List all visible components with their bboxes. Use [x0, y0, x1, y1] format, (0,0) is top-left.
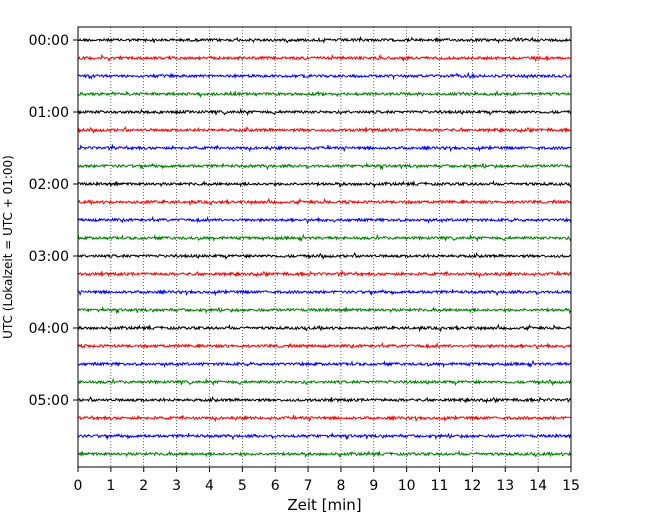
plot-area: [78, 27, 571, 467]
x-tick-label: 8: [336, 478, 345, 494]
x-axis-ticks: 0 1 2 3 4 5 6 7 8 9 10 11 12 13 14 15: [74, 467, 580, 494]
x-tick-label: 14: [529, 478, 547, 494]
plot-frame: [77, 26, 572, 468]
y-tick-label: 00:00: [29, 33, 69, 49]
trace-line: [77, 359, 572, 369]
trace-line: [77, 90, 572, 99]
x-tick-label: 1: [106, 478, 115, 494]
x-tick-label: 0: [74, 478, 83, 494]
x-tick-label: 2: [139, 478, 148, 494]
trace-line: [77, 125, 572, 135]
y-axis-label: UTC (Lokalzeit = UTC + 01:00): [1, 155, 15, 339]
x-tick-label: 4: [205, 478, 214, 494]
trace-line: [77, 71, 572, 81]
trace-line: [77, 53, 572, 63]
trace-line: [77, 233, 572, 243]
x-tick-label: 3: [172, 478, 181, 494]
trace-line: [77, 215, 572, 225]
x-tick-label: 10: [398, 478, 416, 494]
trace-line: [77, 143, 572, 153]
trace-line: [77, 197, 572, 207]
x-tick-label: 13: [496, 478, 514, 494]
trace-line: [77, 323, 572, 333]
y-tick-label: 01:00: [29, 105, 69, 121]
trace-line: [77, 35, 571, 44]
x-tick-label: 15: [562, 478, 580, 494]
trace-line: [77, 341, 572, 351]
x-tick-label: 7: [304, 478, 313, 494]
y-tick-label: 02:00: [29, 177, 69, 193]
x-tick-label: 12: [463, 478, 481, 494]
y-tick-label: 04:00: [29, 321, 69, 337]
x-tick-label: 6: [271, 478, 280, 494]
trace-line: [77, 377, 572, 387]
trace-line: [77, 251, 572, 261]
trace-line: [77, 449, 572, 459]
trace-line: [77, 395, 572, 404]
trace-line: [77, 179, 572, 189]
seismic-traces: [77, 35, 572, 459]
x-tick-label: 9: [369, 478, 378, 494]
trace-line: [77, 414, 572, 423]
trace-line: [77, 269, 572, 279]
y-tick-label: 05:00: [29, 393, 69, 409]
trace-line: [77, 305, 572, 315]
x-tick-label: 11: [431, 478, 449, 494]
y-axis-ticks: 00:00 01:00 02:00 03:00 04:00 05:00: [29, 33, 78, 409]
trace-line: [77, 107, 572, 117]
x-tick-label: 5: [238, 478, 247, 494]
grid-lines: [110, 27, 539, 467]
x-axis-label: Zeit [min]: [287, 496, 361, 514]
trace-line: [77, 161, 572, 171]
trace-line: [77, 431, 572, 441]
y-tick-label: 03:00: [29, 249, 69, 265]
trace-line: [77, 288, 572, 297]
